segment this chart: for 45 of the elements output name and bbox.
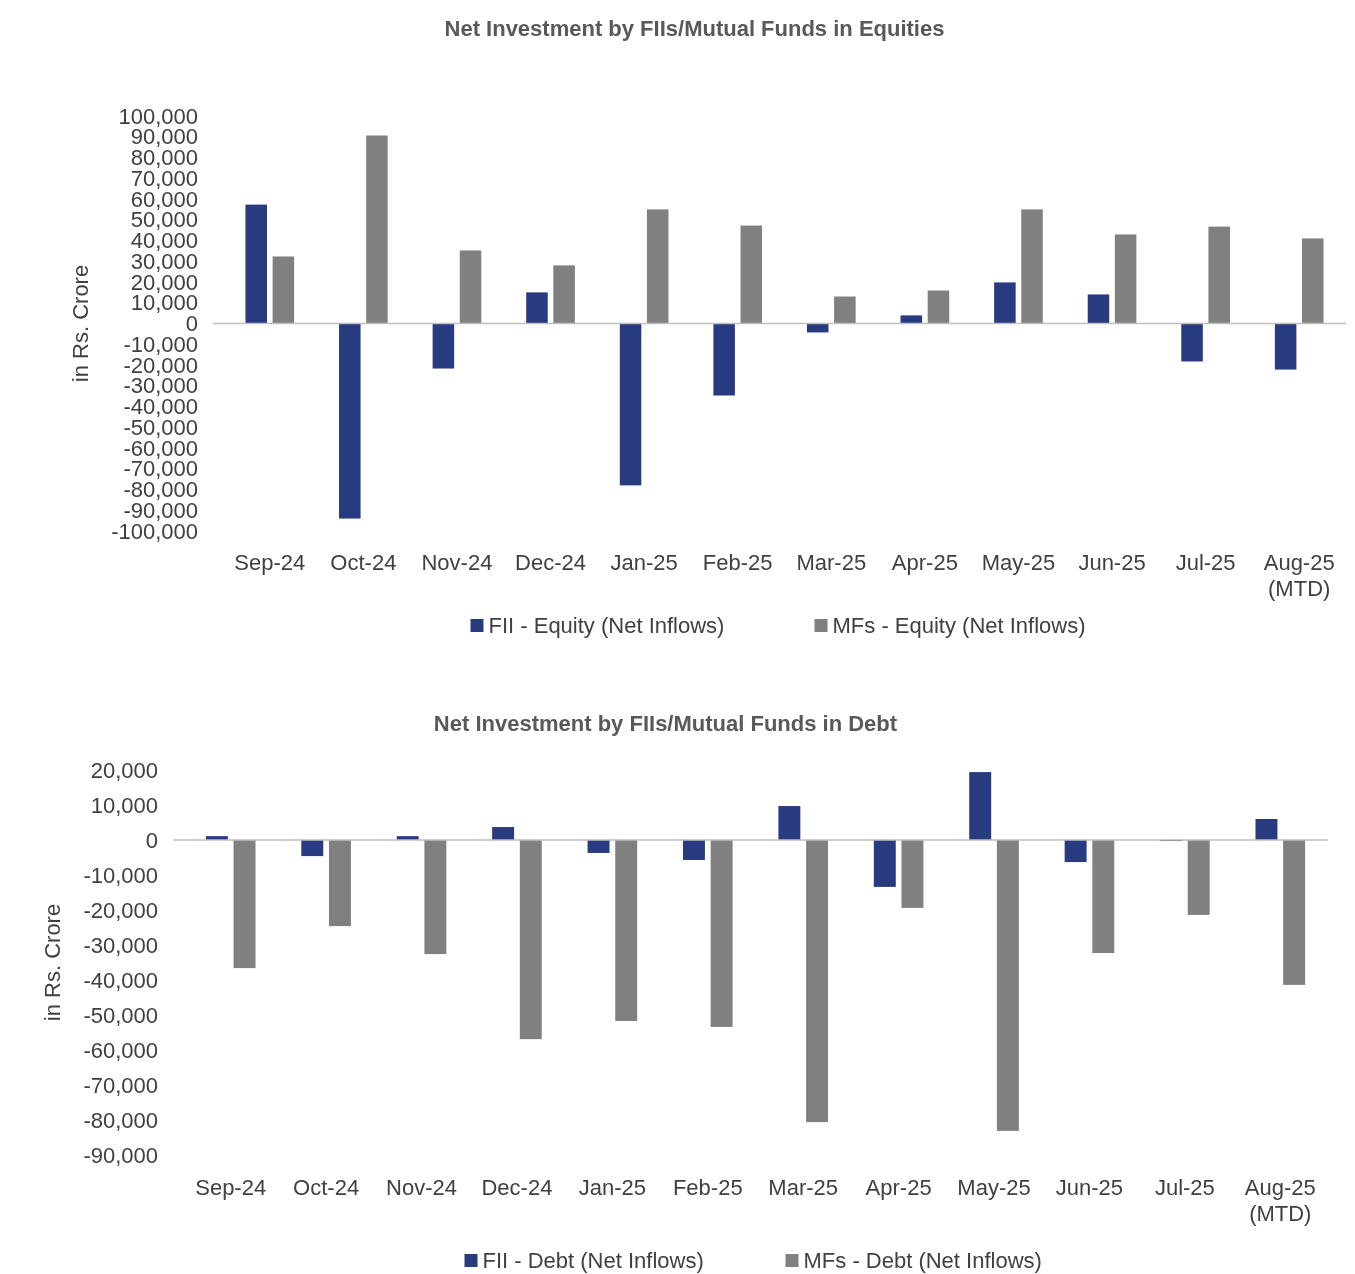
x-tick-label: Aug-25 (MTD): [1263, 550, 1335, 602]
y-tick-label: 10,000: [90, 792, 158, 818]
y-tick-label: -40,000: [83, 967, 158, 993]
x-tick-label: Dec-24: [481, 1175, 553, 1200]
x-tick-label: Oct-24: [293, 1175, 360, 1200]
x-tick-label: Dec-24: [515, 550, 586, 575]
y-tick-label: -30,000: [83, 932, 158, 958]
x-tick-label: Apr-25: [891, 550, 958, 575]
x-tick-label: Feb-25: [702, 550, 773, 575]
x-tick-label: Nov-24: [386, 1175, 457, 1200]
y-tick-label: 20,000: [90, 757, 158, 783]
legend-label: MFs - Equity (Net Inflows): [832, 613, 1086, 638]
x-tick-label: May-25: [957, 1175, 1031, 1200]
legend-label: FII - Debt (Net Inflows): [482, 1248, 704, 1273]
chart-title: Net Investment by FIIs/Mutual Funds in Equities: [444, 16, 945, 41]
x-tick-label: Aug-25 (MTD): [1244, 1175, 1316, 1227]
x-tick-label: Oct-24: [330, 550, 397, 575]
y-tick-label: -90,000: [83, 1142, 158, 1168]
x-tick-label: Sep-24: [234, 550, 306, 575]
x-tick-label: Sep-24: [195, 1175, 267, 1200]
y-tick-label: -50,000: [83, 1002, 158, 1028]
x-tick-label: Jan-25: [610, 550, 678, 575]
y-tick-label: -60,000: [83, 1037, 158, 1063]
x-tick-label: Apr-25: [865, 1175, 932, 1200]
y-axis-title: in Rs. Crore: [40, 903, 65, 1022]
legend-label: MFs - Debt (Net Inflows): [803, 1248, 1042, 1273]
y-tick-label: 100,000: [118, 103, 198, 129]
y-tick-label: -70,000: [83, 1072, 158, 1098]
x-tick-label: Jun-25: [1055, 1175, 1124, 1200]
x-tick-label: May-25: [981, 550, 1056, 575]
y-tick-label: -20,000: [83, 897, 158, 923]
legend-label: FII - Equity (Net Inflows): [488, 613, 725, 638]
chart-title: Net Investment by FIIs/Mutual Funds in Debt: [433, 711, 898, 736]
x-tick-label: Mar-25: [768, 1175, 839, 1200]
y-tick-label: 0: [145, 827, 158, 853]
x-tick-label: Jun-25: [1078, 550, 1146, 575]
x-tick-label: Jul-25: [1175, 550, 1236, 575]
x-tick-label: Mar-25: [796, 550, 867, 575]
y-tick-label: -80,000: [83, 1107, 158, 1133]
x-tick-label: Nov-24: [421, 550, 493, 575]
x-tick-label: Feb-25: [672, 1175, 743, 1200]
x-tick-label: Jul-25: [1154, 1175, 1215, 1200]
y-axis-title: in Rs. Crore: [68, 264, 93, 383]
x-tick-label: Jan-25: [578, 1175, 647, 1200]
y-tick-label: -10,000: [83, 862, 158, 888]
